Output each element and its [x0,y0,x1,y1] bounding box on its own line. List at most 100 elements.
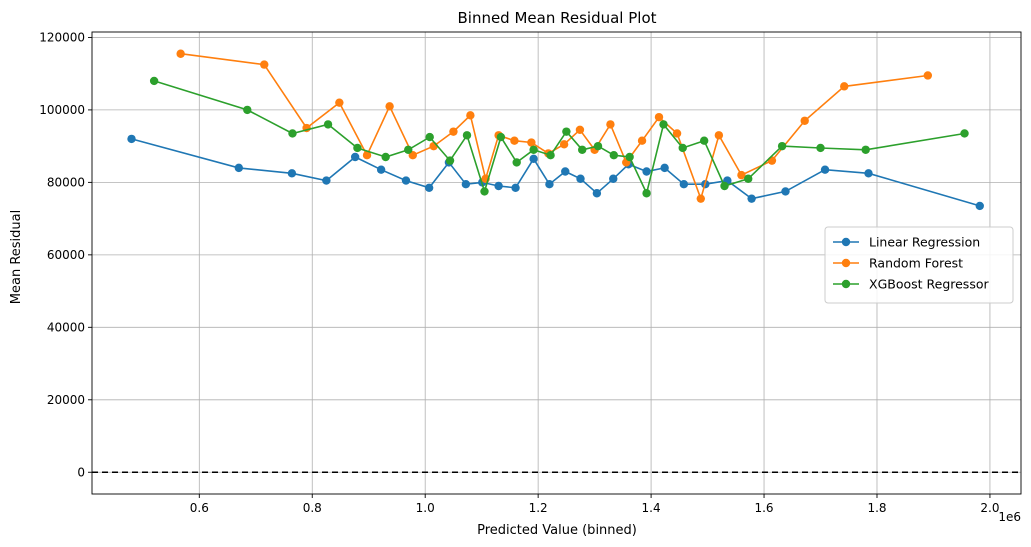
data-point [575,125,585,135]
legend-label: Linear Regression [869,235,980,250]
data-point [777,141,787,151]
x-axis-offset-label: 1e6 [998,510,1021,524]
data-point [234,163,244,173]
data-point [362,151,372,160]
x-axis-label: Predicted Value (binned) [477,523,637,538]
data-point [720,181,729,191]
data-point [975,201,984,211]
data-point [714,131,724,140]
data-point [562,127,571,136]
data-point [510,136,519,145]
y-tick-label: 100000 [39,103,85,117]
data-point [323,120,333,129]
legend-marker [841,258,851,268]
data-point [529,145,538,154]
data-point [288,129,297,138]
y-tick-label: 40000 [47,320,85,334]
legend-marker [841,279,851,289]
data-point [385,102,394,111]
x-tick-label: 1.6 [754,501,773,515]
legend-entry: XGBoost Regressor [833,277,989,292]
series-0 [127,134,984,211]
data-point [800,116,809,125]
y-tick-label: 80000 [47,175,85,189]
data-point [606,120,615,129]
data-point [425,132,434,142]
data-point [747,194,756,203]
data-point [260,60,269,69]
data-point [176,49,185,58]
data-point [840,82,849,91]
x-tick-label: 1.8 [867,501,886,515]
data-point [744,174,753,183]
data-point [820,165,830,174]
y-tick-label: 20000 [47,393,85,407]
data-point [592,189,602,198]
data-point [511,183,520,193]
data-point [466,111,475,120]
data-point [335,98,344,107]
data-point [659,120,668,129]
legend-marker [841,237,851,247]
data-point [672,129,682,138]
x-tick-label: 1.0 [416,501,435,515]
data-point [462,131,472,140]
y-tick-label: 0 [77,465,85,479]
data-point [480,187,489,196]
grid [92,32,1021,494]
data-point [287,169,297,178]
data-point [424,183,434,193]
data-point [696,194,705,203]
data-point [642,167,651,176]
data-point [512,158,521,167]
data-point [376,165,386,174]
x-axis-ticks: 0.6 0.8 1.0 1.2 1.4 1.6 1.8 2.0 [190,494,999,515]
x-tick-label: 1.4 [642,501,661,515]
data-point [243,105,252,115]
data-point [678,143,687,153]
y-axis-ticks: 0 20000 40000 60000 80000 100000 120000 [39,30,92,479]
data-point [593,141,603,151]
data-point [350,152,360,162]
data-point [923,71,933,80]
data-point [559,140,569,149]
data-point [494,181,503,191]
chart-title: Binned Mean Residual Plot [457,9,656,27]
data-point [496,132,506,142]
data-point [960,129,969,138]
series-line [180,52,928,202]
data-point [679,179,689,189]
x-tick-label: 0.8 [303,501,322,515]
y-axis-label: Mean Residual [9,210,24,304]
legend-entry: Linear Regression [833,235,980,250]
data-point [546,151,555,160]
legend-box [824,226,1014,304]
data-point [864,169,873,178]
legend-label: XGBoost Regressor [869,277,989,292]
data-point [404,145,413,154]
data-point [449,127,458,136]
series-group [127,49,984,211]
data-point [625,152,634,162]
data-point [127,134,136,144]
data-point [654,112,664,122]
data-point [576,174,585,183]
data-point [401,176,411,185]
data-point [609,174,618,183]
data-point [322,176,331,185]
data-point [642,189,651,198]
data-point [353,143,362,153]
data-point [445,156,455,165]
data-point [529,154,538,164]
data-point [461,179,471,189]
plot-frame [91,31,1022,495]
legend-label: Random Forest [869,256,963,271]
data-point [609,151,619,160]
data-point [737,170,746,180]
x-tick-label: 2.0 [980,501,999,515]
x-tick-label: 0.6 [190,501,209,515]
data-point [561,167,570,176]
data-point [637,136,647,145]
y-tick-label: 60000 [47,248,85,262]
